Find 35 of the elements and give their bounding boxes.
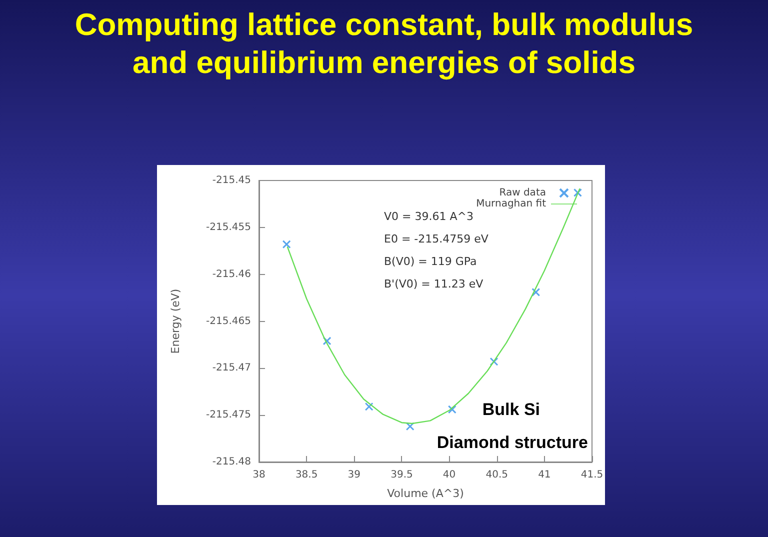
x-tick-label: 41 <box>538 470 551 480</box>
y-tick-label: -215.47 <box>212 362 251 374</box>
y-tick-label: -215.45 <box>212 175 251 186</box>
y-axis-title: Energy (eV) <box>169 288 182 354</box>
annotation: Diamond structure <box>436 433 588 452</box>
x-tick-label: 40.5 <box>486 470 508 480</box>
y-tick-label: -215.46 <box>212 268 251 280</box>
line-series <box>286 188 580 424</box>
y-tick-label: -215.475 <box>206 410 251 421</box>
x-axis-title: Volume (A^3) <box>387 487 464 500</box>
x-tick-label: 41.5 <box>580 470 604 480</box>
y-tick-label: -215.465 <box>206 316 251 327</box>
point <box>322 336 332 346</box>
point <box>364 402 374 411</box>
x-tick-label: 40 <box>442 470 456 480</box>
annotation: Bulk Si <box>482 400 540 419</box>
x-tick-label: 39 <box>348 470 361 480</box>
y-tick-label: -215.455 <box>206 222 251 233</box>
y-tick-label: -215.48 <box>212 456 251 468</box>
point <box>448 405 456 414</box>
chart-title: Computing lattice constant, bulk modulus and equilibrium energies of solids <box>74 6 694 82</box>
legend-label: Murnaghan fit <box>476 198 546 210</box>
annotation: V0 = 39.61 A^3 <box>384 210 474 223</box>
annotation: E0 = -215.4759 eV <box>384 232 489 246</box>
annotation: B(V0) = 119 GPa <box>384 255 477 268</box>
point <box>282 240 291 249</box>
x-tick-label: 38.5 <box>295 470 318 480</box>
x-tick-label: 38 <box>252 470 266 480</box>
annotation: B'(V0) = 11.23 eV <box>384 278 484 290</box>
legend-label: Raw data <box>499 188 546 198</box>
x-tick-label: 39.5 <box>390 470 413 480</box>
point <box>532 288 540 296</box>
point <box>490 357 498 366</box>
point <box>406 422 414 431</box>
point <box>573 188 582 197</box>
